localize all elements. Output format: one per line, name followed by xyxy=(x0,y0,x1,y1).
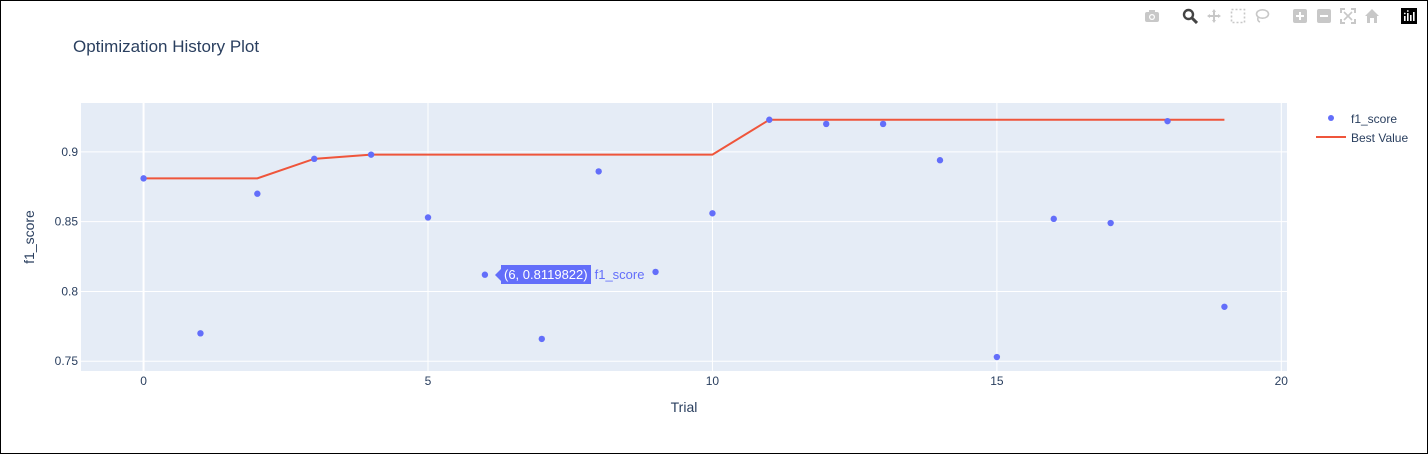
camera-icon[interactable] xyxy=(1143,7,1161,25)
legend-item-best-value[interactable]: Best Value xyxy=(1311,128,1408,147)
modebar xyxy=(1143,7,1417,25)
x-tick-label: 20 xyxy=(1275,374,1289,388)
autoscale-icon[interactable] xyxy=(1339,7,1357,25)
f1-score-point xyxy=(197,330,204,337)
f1-score-point xyxy=(367,151,375,158)
reset-axes-icon[interactable] xyxy=(1363,7,1381,25)
legend-marker-icon xyxy=(1311,109,1351,128)
f1-score-point xyxy=(823,120,830,128)
f1-score-point xyxy=(140,175,147,182)
f1-score-point xyxy=(652,268,659,276)
x-tick-label: 10 xyxy=(706,374,720,388)
zoom-icon[interactable] xyxy=(1181,7,1199,25)
legend-line-icon xyxy=(1311,128,1351,147)
y-tick-label: 0.75 xyxy=(55,354,79,368)
f1-score-point xyxy=(879,120,887,128)
f1-score-point xyxy=(709,210,716,217)
f1-score-point xyxy=(254,190,261,197)
axis-ticks: 0 5 10 15 20 0.75 0.8 0.85 0.9 xyxy=(55,145,1289,388)
hover-tooltip: (6, 0.8119822) f1_score xyxy=(495,265,644,284)
plot-background xyxy=(81,103,1287,371)
f1-score-point xyxy=(936,157,944,164)
tooltip-arrow-icon xyxy=(495,268,501,281)
box-select-icon[interactable] xyxy=(1229,7,1247,25)
x-tick-label: 0 xyxy=(140,374,147,388)
tooltip-series-name: f1_score xyxy=(594,267,645,282)
f1-score-point xyxy=(1050,215,1057,223)
best-value-line xyxy=(143,118,1225,180)
f1-score-point xyxy=(595,168,602,175)
x-axis-label: Trial xyxy=(671,399,698,415)
x-tick-label: 15 xyxy=(990,374,1004,388)
series-layer xyxy=(140,116,1228,361)
f1-score-point xyxy=(1164,117,1171,125)
zoom-out-icon[interactable] xyxy=(1315,7,1333,25)
lasso-select-icon[interactable] xyxy=(1253,7,1271,25)
zoom-in-icon[interactable] xyxy=(1291,7,1309,25)
legend-label: Best Value xyxy=(1351,130,1409,145)
x-tick-label: 5 xyxy=(425,374,432,388)
legend-label: f1_score xyxy=(1351,111,1398,126)
chart-title: Optimization History Plot xyxy=(73,37,260,56)
plotly-logo-icon[interactable] xyxy=(1401,8,1417,24)
grid-lines xyxy=(81,103,1287,371)
f1-score-point xyxy=(1221,303,1228,310)
legend: f1_score Best Value xyxy=(1311,109,1408,147)
y-axis-label: f1_score xyxy=(21,210,37,264)
f1-score-point xyxy=(766,116,773,123)
pan-icon[interactable] xyxy=(1205,7,1223,25)
legend-item-f1-score[interactable]: f1_score xyxy=(1311,109,1408,128)
tooltip-value: (6, 0.8119822) xyxy=(501,265,591,284)
f1-score-point xyxy=(424,214,432,221)
f1-score-point xyxy=(311,155,318,163)
f1-score-point xyxy=(481,271,489,278)
y-tick-label: 0.8 xyxy=(61,284,78,298)
y-tick-label: 0.85 xyxy=(55,215,79,229)
f1-score-point xyxy=(1107,219,1114,227)
y-tick-label: 0.9 xyxy=(61,145,78,159)
f1-score-point xyxy=(993,353,1001,361)
f1-score-point xyxy=(538,335,545,343)
